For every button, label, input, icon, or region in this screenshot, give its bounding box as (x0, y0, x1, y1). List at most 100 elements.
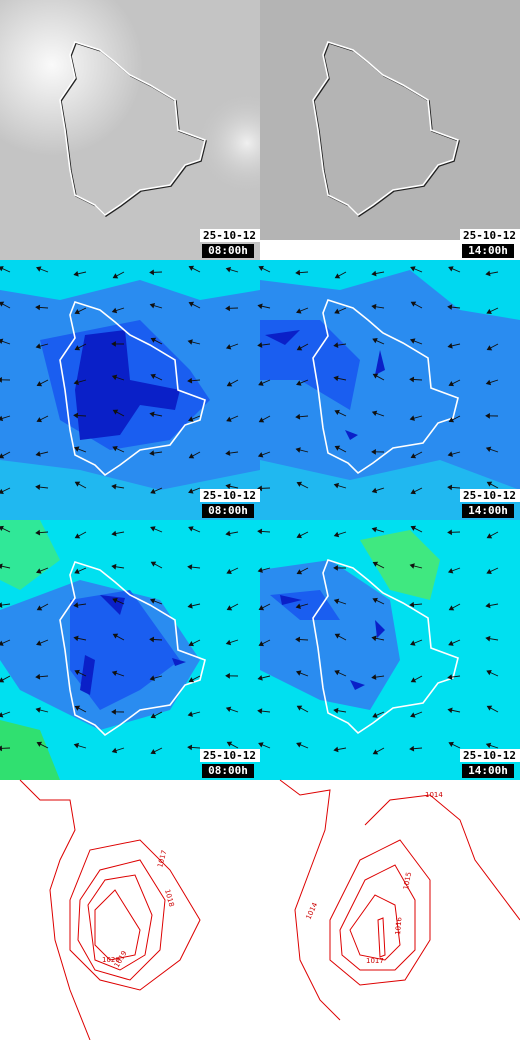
arrow-head (257, 528, 263, 535)
arrow-head (150, 488, 156, 494)
arrow-head (225, 530, 231, 537)
date-box (460, 229, 520, 242)
arrow-head (295, 603, 301, 609)
time-label: 08:00h (208, 504, 248, 517)
arrow-head (409, 563, 415, 569)
contour-label: 1015 (402, 871, 413, 890)
arrow-head (371, 487, 378, 494)
contour-label: 1016 (394, 916, 404, 935)
arrow-head (112, 446, 118, 452)
arrow-head (0, 563, 3, 570)
arrow-head (333, 707, 339, 714)
arrow-head (485, 602, 491, 609)
arrow-head (111, 563, 117, 570)
arrow-head (371, 303, 377, 310)
arrow-head (334, 633, 341, 639)
arrow-head (150, 749, 156, 755)
time-label: 14:00h (468, 764, 508, 777)
arrow-head (258, 380, 264, 386)
arrow-head (257, 708, 263, 714)
arrow-head (149, 675, 155, 681)
arrow-head (149, 411, 155, 418)
arrow-head (486, 481, 493, 487)
date-box (200, 749, 260, 762)
arrow-head (372, 749, 379, 755)
arrow-head (448, 640, 454, 646)
time-box (202, 504, 254, 518)
arrow-head (257, 567, 263, 573)
arrow-head (0, 525, 4, 532)
arrow-head (258, 742, 264, 748)
arrow-head (485, 635, 491, 642)
panel (0, 0, 260, 260)
arrow-head (258, 265, 264, 272)
arrow-head (333, 531, 340, 538)
arrow-head (35, 484, 41, 490)
arrow-head (225, 673, 230, 679)
arrow-head (187, 711, 193, 717)
arrow-head (73, 602, 79, 608)
contour-label: 1014 (425, 791, 443, 799)
arrow-head (372, 597, 378, 604)
arrow-head (296, 308, 302, 314)
arrow-head (74, 533, 81, 539)
date-box (460, 749, 520, 762)
arrow-head (111, 670, 118, 677)
arrow-head (74, 669, 80, 676)
date-box (200, 229, 260, 242)
arrow-head (0, 602, 3, 608)
arrow-head (150, 337, 157, 343)
arrow-head (149, 598, 156, 604)
panel (260, 520, 520, 780)
arrow-head (0, 338, 4, 345)
arrow-head (258, 417, 265, 423)
arrow-head (36, 640, 42, 646)
arrow-head (74, 309, 80, 315)
arrow-head (448, 605, 455, 611)
arrow-head (226, 605, 233, 611)
arrow-head (486, 705, 493, 711)
arrow-head (0, 640, 4, 646)
arrow-head (149, 302, 156, 309)
arrow-head (485, 742, 492, 749)
arrow-head (112, 633, 119, 639)
arrow-head (226, 416, 232, 422)
arrow-head (35, 343, 41, 349)
arrow-head (35, 529, 41, 536)
arrow-head (74, 345, 81, 351)
timestamp-labels: 25-10-12 08:00h 25-10-12 14:00h 25-10-12 08:0… (200, 229, 520, 778)
time-label: 08:00h (208, 764, 248, 777)
arrow-head (73, 270, 79, 277)
arrow-head (112, 598, 118, 604)
arrow-head (296, 481, 303, 487)
arrow-head (485, 270, 491, 277)
arrow-head (188, 526, 194, 532)
arrow-head (226, 568, 232, 575)
time-label: 14:00h (468, 504, 508, 517)
arrow-head (447, 529, 452, 536)
arrow-head (188, 488, 194, 494)
time-label: 14:00h (468, 244, 508, 257)
arrow-head (334, 273, 341, 279)
arrow-head (257, 452, 264, 458)
arrow-head (409, 601, 415, 608)
arrow-head (296, 569, 303, 575)
arrow-head (295, 670, 302, 676)
arrow-head (111, 483, 117, 490)
arrow-head (447, 707, 453, 714)
arrow-head (485, 379, 492, 386)
arrow-head (225, 305, 230, 312)
arrow-head (295, 269, 301, 276)
arrow-head (296, 742, 302, 748)
time-box (462, 504, 514, 518)
arrow-head (409, 376, 415, 383)
arrow-head (0, 376, 2, 383)
panel (0, 520, 260, 780)
arrow-head (111, 530, 117, 537)
arrow-head (73, 742, 80, 749)
wind-arrows (0, 265, 499, 755)
date-box (200, 489, 260, 502)
arrow-head (187, 603, 193, 609)
arrow-head (333, 565, 338, 571)
arrow-head (36, 568, 42, 574)
